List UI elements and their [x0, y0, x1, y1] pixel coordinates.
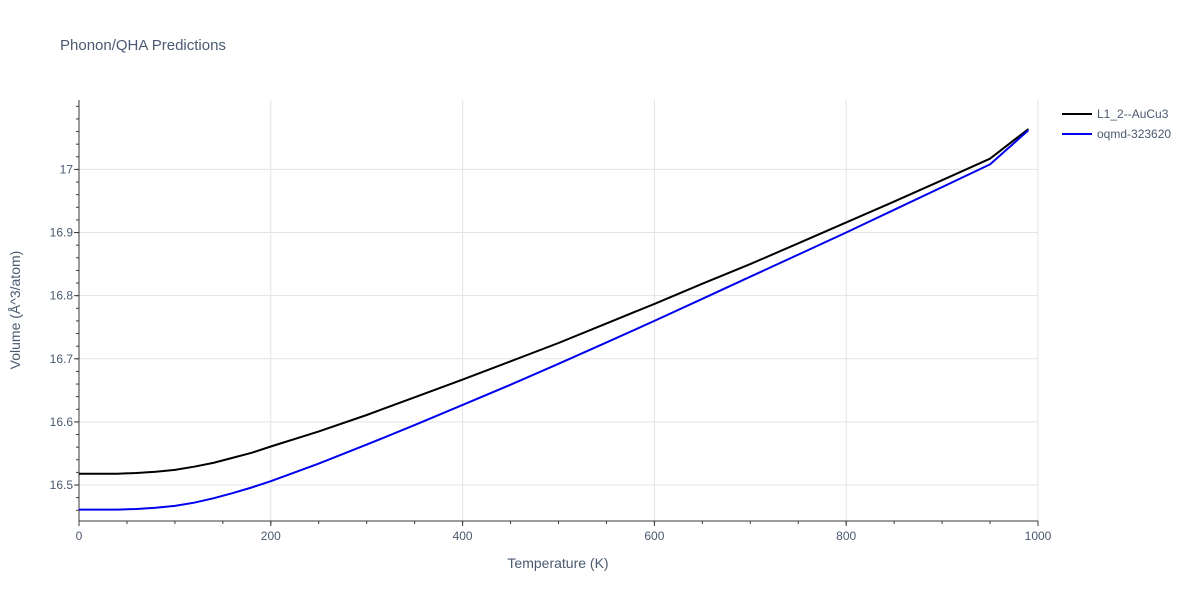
series-line-1	[79, 128, 1030, 475]
series-line-2	[79, 129, 1030, 511]
y-tick-labels: 16.5 16.6 16.7 16.8 16.9 17	[50, 162, 74, 492]
legend-label: oqmd-323620	[1097, 127, 1171, 141]
x-tick-label: 200	[261, 529, 281, 543]
series-lines	[79, 128, 1030, 511]
y-tick-label: 17	[60, 162, 74, 176]
legend-item[interactable]: L1_2--AuCu3	[1062, 107, 1169, 121]
x-tick-label: 600	[644, 529, 664, 543]
legend-item[interactable]: oqmd-323620	[1062, 127, 1171, 141]
x-tick-label: 1000	[1025, 529, 1052, 543]
x-tick-label: 0	[76, 529, 83, 543]
legend[interactable]: L1_2--AuCu3 oqmd-323620	[1062, 107, 1171, 141]
y-axis-title: Volume (Å^3/atom)	[7, 251, 23, 370]
y-tick-label: 16.8	[50, 289, 74, 303]
y-tick-label: 16.7	[50, 352, 74, 366]
grid	[74, 100, 1039, 526]
x-tick-label: 800	[836, 529, 856, 543]
x-tick-label: 400	[453, 529, 473, 543]
legend-label: L1_2--AuCu3	[1097, 107, 1169, 121]
x-tick-labels: 0 200 400 600 800 1000	[76, 529, 1052, 543]
y-tick-label: 16.6	[50, 415, 74, 429]
y-tick-label: 16.5	[50, 478, 74, 492]
x-axis-title: Temperature (K)	[507, 555, 608, 571]
chart-title: Phonon/QHA Predictions	[60, 37, 226, 54]
y-tick-label: 16.9	[50, 226, 74, 240]
